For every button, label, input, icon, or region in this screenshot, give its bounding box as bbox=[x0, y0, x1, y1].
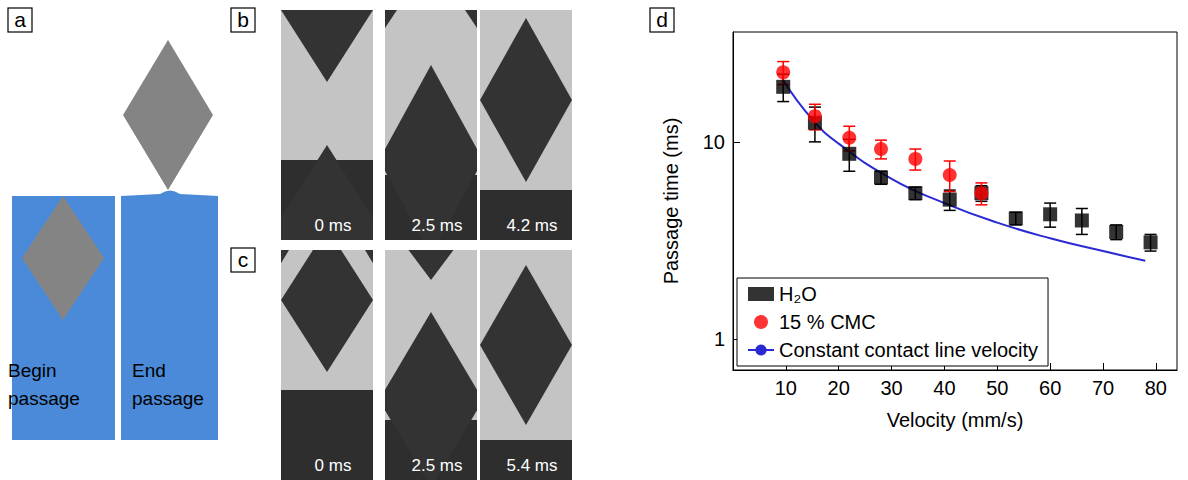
svg-text:15 % CMC: 15 % CMC bbox=[779, 311, 876, 333]
svg-text:b: b bbox=[237, 8, 249, 31]
svg-text:passage: passage bbox=[8, 388, 80, 409]
svg-text:passage: passage bbox=[132, 388, 204, 409]
svg-text:0 ms: 0 ms bbox=[315, 216, 352, 235]
svg-text:50: 50 bbox=[986, 377, 1008, 399]
svg-text:Passage time (ms): Passage time (ms) bbox=[660, 118, 682, 285]
svg-text:5.4 ms: 5.4 ms bbox=[506, 456, 557, 475]
svg-text:Velocity (mm/s): Velocity (mm/s) bbox=[887, 409, 1024, 431]
svg-text:10: 10 bbox=[703, 131, 725, 153]
svg-text:Constant contact line velocity: Constant contact line velocity bbox=[779, 339, 1038, 361]
svg-text:10: 10 bbox=[775, 377, 797, 399]
svg-text:80: 80 bbox=[1145, 377, 1167, 399]
svg-text:End: End bbox=[132, 360, 166, 381]
svg-text:2.5 ms: 2.5 ms bbox=[411, 216, 462, 235]
svg-text:1: 1 bbox=[714, 328, 725, 350]
svg-text:4.2 ms: 4.2 ms bbox=[506, 216, 557, 235]
svg-text:70: 70 bbox=[1092, 377, 1114, 399]
svg-text:d: d bbox=[656, 8, 668, 31]
svg-text:a: a bbox=[14, 8, 26, 31]
svg-text:H₂O: H₂O bbox=[779, 283, 817, 305]
svg-text:30: 30 bbox=[880, 377, 902, 399]
svg-text:60: 60 bbox=[1039, 377, 1061, 399]
svg-text:2.5 ms: 2.5 ms bbox=[411, 456, 462, 475]
svg-text:0 ms: 0 ms bbox=[315, 456, 352, 475]
svg-text:c: c bbox=[238, 248, 249, 271]
svg-text:Begin: Begin bbox=[8, 360, 57, 381]
svg-text:20: 20 bbox=[828, 377, 850, 399]
svg-text:40: 40 bbox=[933, 377, 955, 399]
